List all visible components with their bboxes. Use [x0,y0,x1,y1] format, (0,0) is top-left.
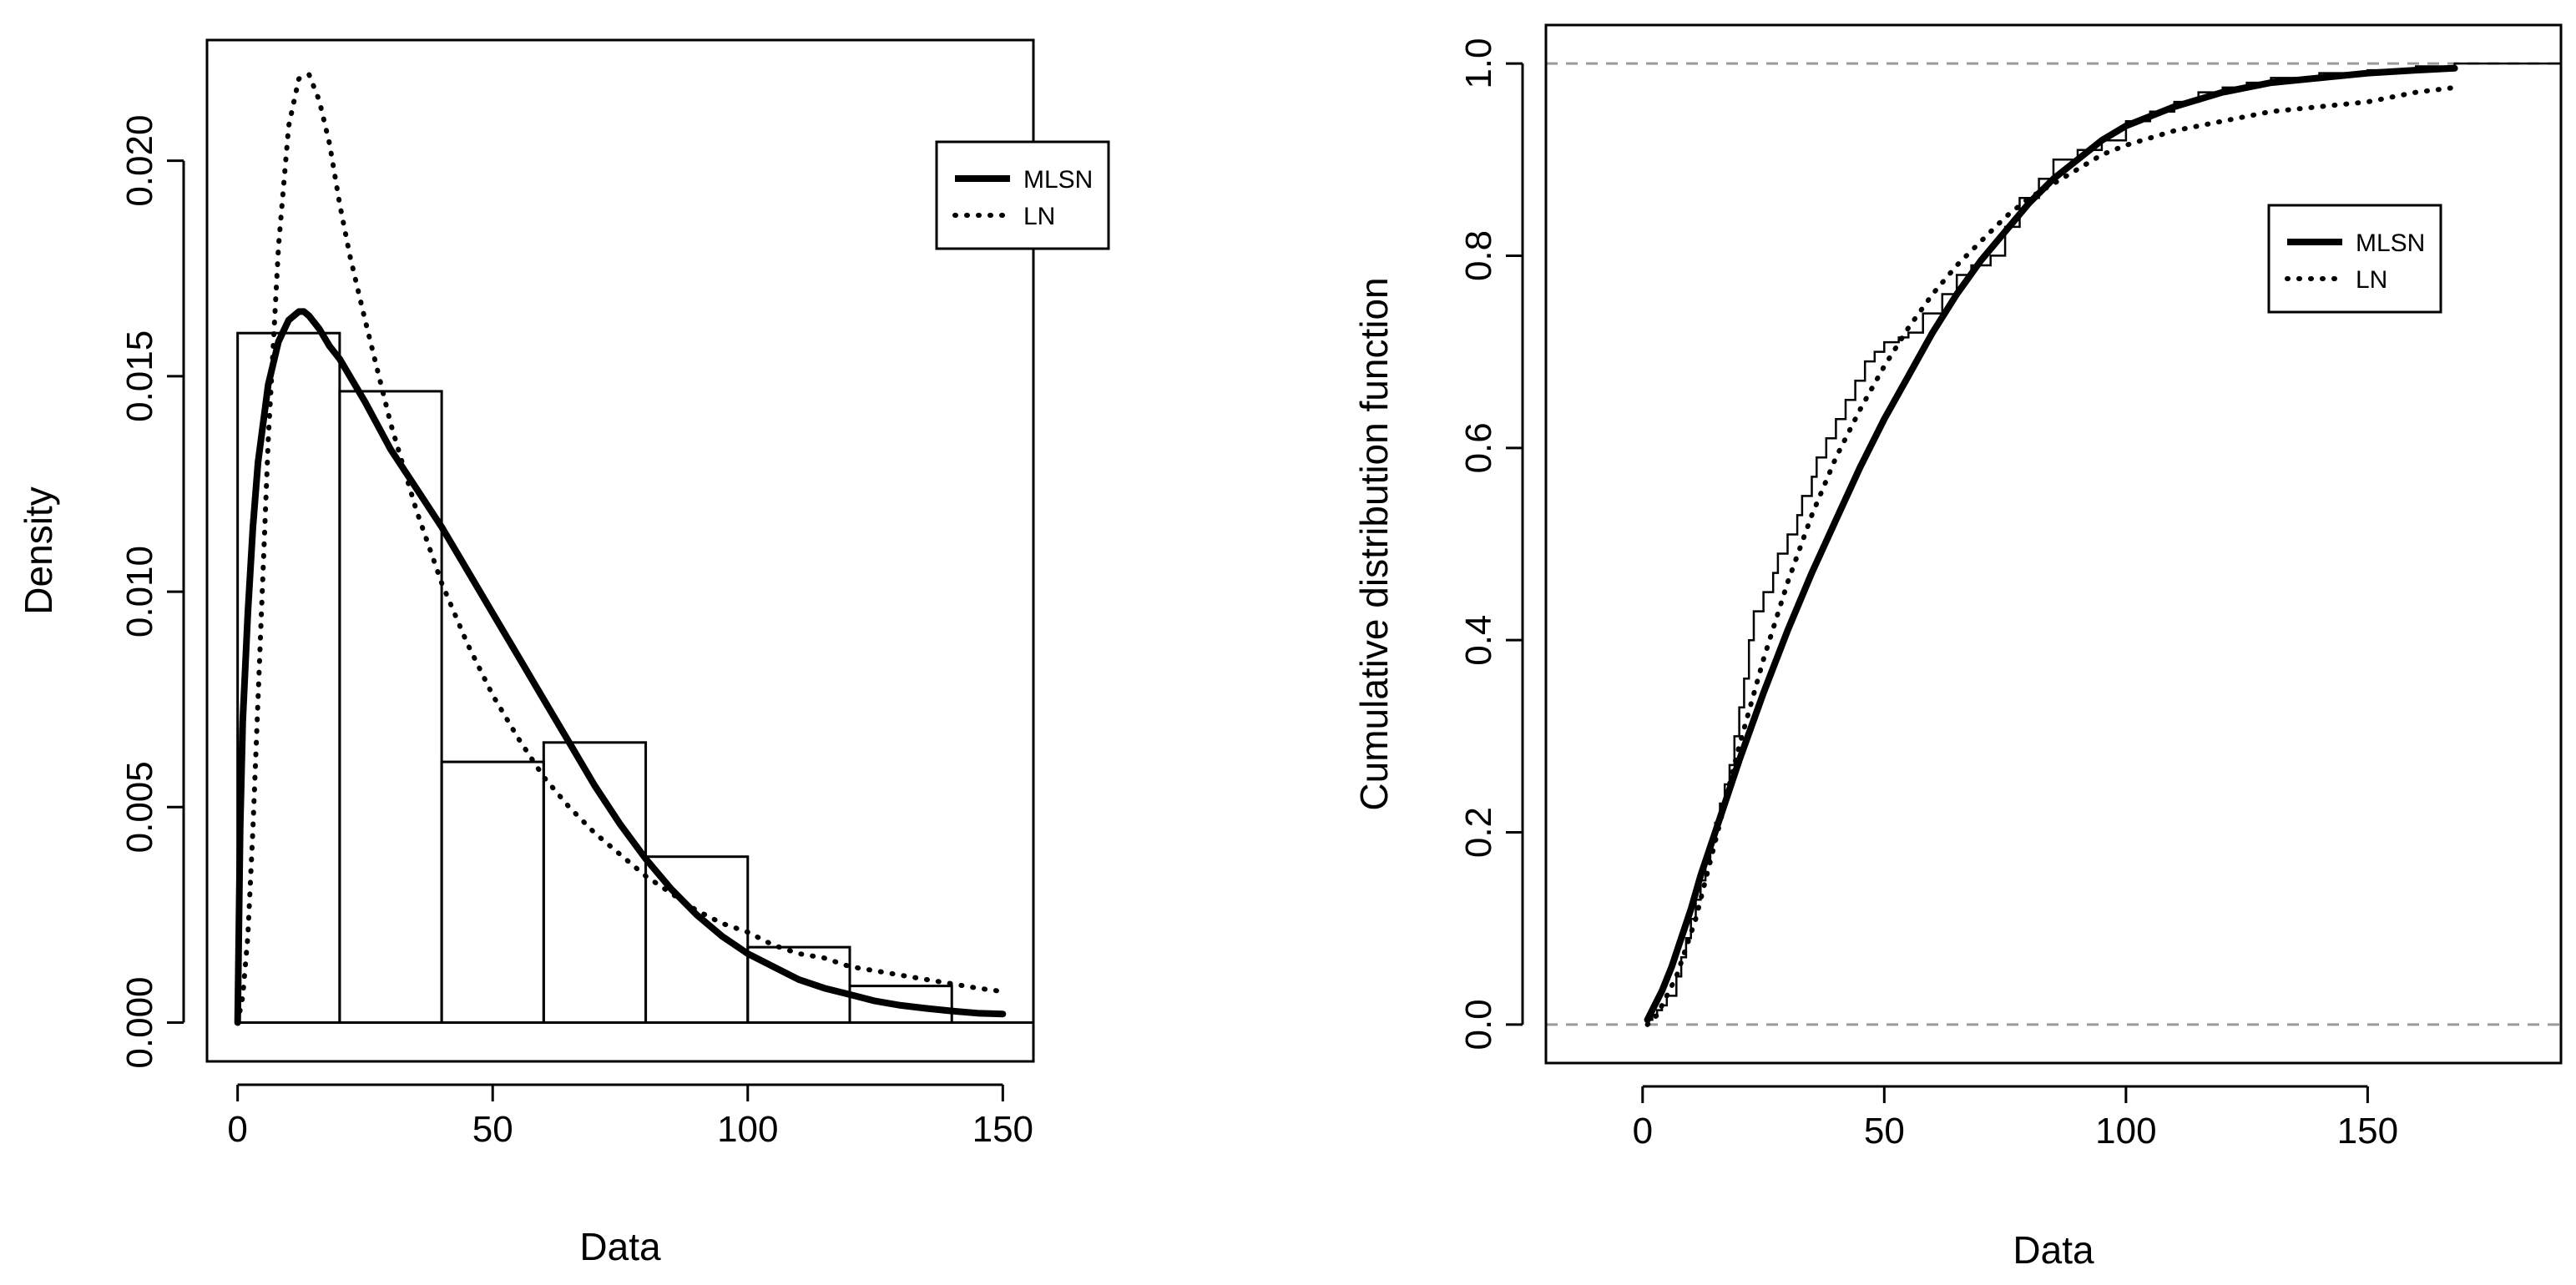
y-tick-label: 0.0 [1458,999,1499,1050]
x-tick-label: 50 [1864,1111,1905,1151]
series-ln-line [235,72,1006,1025]
x-tick-label: 0 [1633,1111,1653,1151]
x-tick-label: 150 [2337,1111,2398,1151]
y-tick-label: 0.2 [1458,807,1499,858]
y-tick-label: 1.0 [1458,38,1499,88]
y-tick-label: 0.005 [119,761,160,853]
x-tick-label: 100 [717,1109,778,1150]
y-tick-label: 0.8 [1458,230,1499,281]
cdf-curves [1644,64,2458,1027]
series-mlsn-line [234,308,1007,1026]
density-curves [234,72,1007,1026]
y-tick-label: 0.6 [1458,422,1499,473]
cdf-x-axis: 0 50 100 150 [1633,1085,2398,1151]
series-mlsn-line [1644,64,2458,1024]
x-tick-label: 50 [472,1109,513,1150]
series-ln-line [1644,84,2457,1027]
density-panel: 0 50 100 150 0.000 0.005 0.010 0.015 0.020 Data… [17,38,1110,1268]
cdf-y-axis-title: Cumulative distribution function [1352,277,1396,810]
y-tick-label: 0.4 [1458,615,1499,666]
y-tick-label: 0.015 [119,330,160,422]
y-tick-label: 0.000 [119,976,160,1068]
cdf-legend: MLSN LN [2267,204,2442,314]
x-tick-label: 100 [2095,1111,2156,1151]
density-y-axis-title: Density [17,486,60,614]
density-x-axis-title: Data [579,1225,661,1268]
density-x-axis: 0 50 100 150 [227,1083,1033,1150]
legend-label-mlsn: MLSN [1023,166,1093,194]
x-tick-label: 0 [227,1109,247,1150]
legend-label-ln: LN [1023,203,1055,230]
cdf-x-axis-title: Data [2013,1228,2094,1272]
cdf-y-axis: 0.0 0.2 0.4 0.6 0.8 1.0 [1458,38,1524,1051]
density-legend-box [935,140,1110,250]
cdf-reference-lines [1546,62,2561,1026]
density-y-axis: 0.000 0.005 0.010 0.015 0.020 [119,115,185,1069]
legend-label-ln: LN [2356,266,2387,294]
legend-label-mlsn: MLSN [2356,229,2425,257]
density-plot-frame [205,38,1035,1063]
y-tick-label: 0.020 [119,115,160,207]
histogram-bars [236,331,1033,1025]
x-tick-label: 150 [972,1109,1033,1150]
cdf-plot-frame [1544,23,2563,1065]
cdf-panel: 0 50 100 150 0.0 0.2 0.4 0.6 0.8 1.0 Data Cumula… [1352,23,2563,1272]
density-legend: MLSN LN [935,140,1110,250]
cdf-legend-box [2267,204,2442,314]
y-tick-label: 0.010 [119,546,160,637]
